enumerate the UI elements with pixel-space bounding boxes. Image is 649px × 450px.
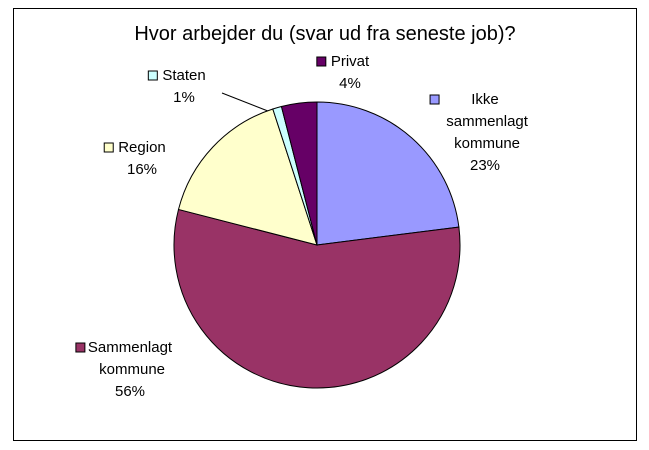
value-label: 56% xyxy=(115,383,145,400)
leader-line xyxy=(221,92,274,114)
slice-label: Ikke sammenlagt kommune xyxy=(442,91,529,152)
legend-swatch xyxy=(316,56,327,67)
slice-label: Region xyxy=(118,139,166,156)
slice-label: Privat xyxy=(331,53,370,70)
value-label: 4% xyxy=(339,75,361,92)
slice-label: Staten xyxy=(162,67,205,84)
value-label: 16% xyxy=(127,161,157,178)
legend-swatch xyxy=(103,142,114,153)
slice-label: Sammenlagt kommune xyxy=(88,339,173,378)
pie-slice xyxy=(280,101,318,246)
pie-slice xyxy=(316,101,460,246)
legend-swatch xyxy=(429,94,440,105)
legend-swatch xyxy=(75,342,86,353)
value-label: 1% xyxy=(173,89,195,106)
pie-slice xyxy=(173,208,461,389)
value-label: 23% xyxy=(470,157,500,174)
legend-swatch xyxy=(147,70,158,81)
chart-title: Hvor arbejder du (svar ud fra seneste jo… xyxy=(134,23,515,45)
pie-slice xyxy=(177,108,318,246)
